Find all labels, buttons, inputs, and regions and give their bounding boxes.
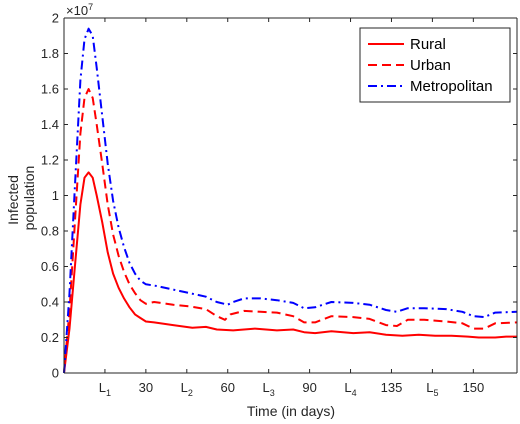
series-layer — [63, 27, 518, 374]
x-tick-label: L3 — [263, 380, 275, 398]
ticks: 0 0.2 0.4 0.6 0.8 1 1.2 1.4 1.6 1.8 2 L1 30 L2 60 L3 90 L… — [41, 11, 517, 398]
y-exponent-label: ×107 — [66, 2, 93, 18]
legend-label-metropolitan: Metropolitan — [410, 78, 493, 95]
series-line-rural — [63, 171, 517, 374]
y-tick-label: 0.2 — [41, 330, 59, 345]
legend-label-rural: Rural — [410, 36, 446, 53]
y-tick-label: 0.6 — [41, 259, 59, 274]
x-tick-label: 30 — [139, 380, 153, 395]
x-tick-label: 150 — [462, 380, 484, 395]
y-tick-label: 1.2 — [41, 153, 59, 168]
y-exponent-power: 7 — [88, 2, 93, 12]
x-tick-label: 135 — [381, 380, 403, 395]
y-tick-label: 1.8 — [41, 46, 59, 61]
x-tick-label: 60 — [221, 380, 235, 395]
y-tick-label: 1.4 — [41, 117, 59, 132]
x-axis-label: Time (in days) — [247, 403, 335, 419]
y-axis-label-line-1: Infected — [5, 175, 21, 225]
x-tick-label: L2 — [181, 380, 193, 398]
x-tick-label: L1 — [99, 380, 111, 398]
y-exponent-base: ×10 — [66, 3, 88, 18]
y-axis-label: Infected population — [5, 166, 37, 231]
x-tick-label: L4 — [344, 380, 356, 398]
y-tick-label: 0.8 — [41, 224, 59, 239]
y-tick-label: 1.6 — [41, 82, 59, 97]
legend: Rural Urban Metropolitan — [359, 27, 511, 103]
x-tick-label: 90 — [302, 380, 316, 395]
y-tick-label: 0.4 — [41, 295, 59, 310]
y-tick-label: 2 — [52, 11, 59, 26]
legend-label-urban: Urban — [410, 57, 451, 74]
y-tick-label: 1 — [52, 188, 59, 203]
y-axis-label-line-2: population — [21, 166, 37, 231]
y-tick-label: 0 — [52, 366, 59, 381]
series-line-urban — [63, 88, 518, 374]
x-tick-label: L5 — [426, 380, 438, 398]
series-line-metropolitan — [63, 27, 518, 374]
